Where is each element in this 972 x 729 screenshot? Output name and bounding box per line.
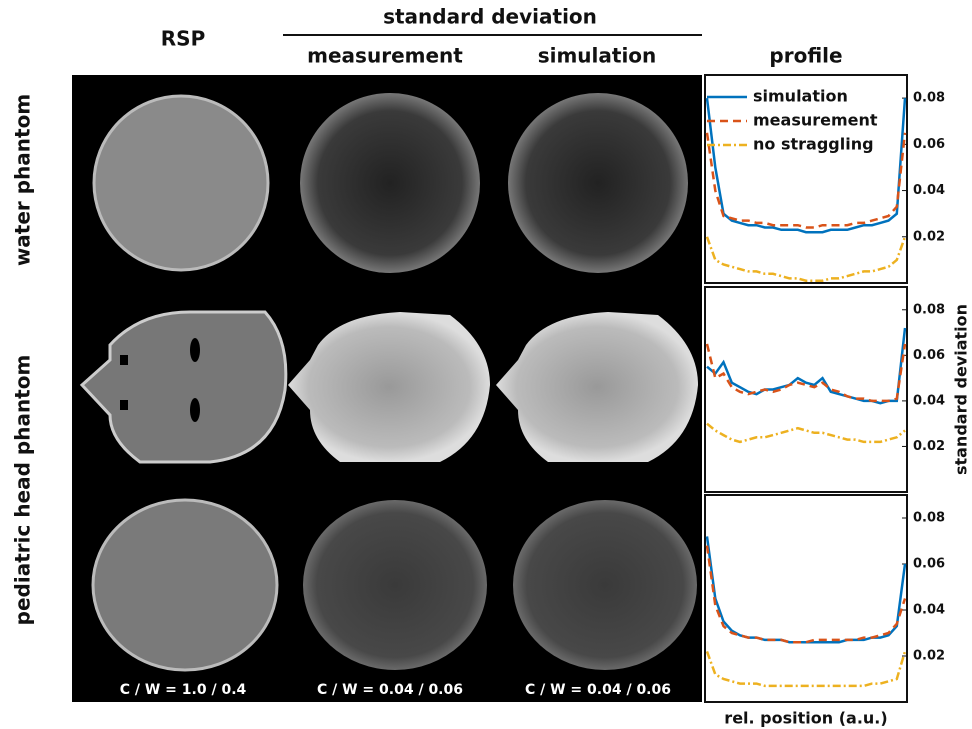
image-panel: C / W = 1.0 / 0.4 C / W = 0.04 / 0.06 C … xyxy=(72,75,702,702)
column-title: measurement xyxy=(307,44,463,68)
plot-frame xyxy=(704,74,908,284)
column-title: simulation xyxy=(538,44,657,68)
series-line xyxy=(705,97,907,234)
series-line xyxy=(705,132,907,229)
y-tick-label: 0.06 xyxy=(913,348,945,363)
series-line xyxy=(706,422,906,444)
window-label: C / W = 0.04 / 0.06 xyxy=(525,682,671,698)
column-title: profile xyxy=(769,44,842,68)
y-axis-label: standard deviation xyxy=(952,304,971,475)
y-tick-label: 0.04 xyxy=(913,183,945,198)
y-tick-label: 0.06 xyxy=(913,137,945,152)
y-tick-label: 0.06 xyxy=(913,557,945,572)
series-line xyxy=(705,236,907,282)
row-label: water phantom xyxy=(11,94,35,266)
legend-label: simulation xyxy=(753,87,848,106)
legend-label: no straggling xyxy=(753,135,874,154)
plot-frame xyxy=(704,286,908,493)
y-tick-label: 0.08 xyxy=(913,511,945,526)
series-line xyxy=(705,545,907,644)
y-tick-label: 0.02 xyxy=(913,229,945,244)
y-tick-label: 0.08 xyxy=(913,91,945,106)
y-tick-label: 0.08 xyxy=(913,302,945,317)
window-label: C / W = 0.04 / 0.06 xyxy=(317,682,463,698)
plot-frame xyxy=(704,494,908,703)
group-title: standard deviation xyxy=(383,5,597,29)
series-line xyxy=(705,650,907,688)
window-label: C / W = 1.0 / 0.4 xyxy=(120,682,247,698)
y-tick-label: 0.04 xyxy=(913,603,945,618)
legend-label: measurement xyxy=(753,111,878,130)
column-title: RSP xyxy=(161,27,205,51)
row-label: pediatric head phantom xyxy=(11,355,35,626)
x-axis-label: rel. position (a.u.) xyxy=(724,709,887,728)
y-tick-label: 0.04 xyxy=(913,393,945,408)
series-line xyxy=(705,343,907,403)
y-tick-label: 0.02 xyxy=(913,649,945,664)
y-tick-label: 0.02 xyxy=(913,439,945,454)
